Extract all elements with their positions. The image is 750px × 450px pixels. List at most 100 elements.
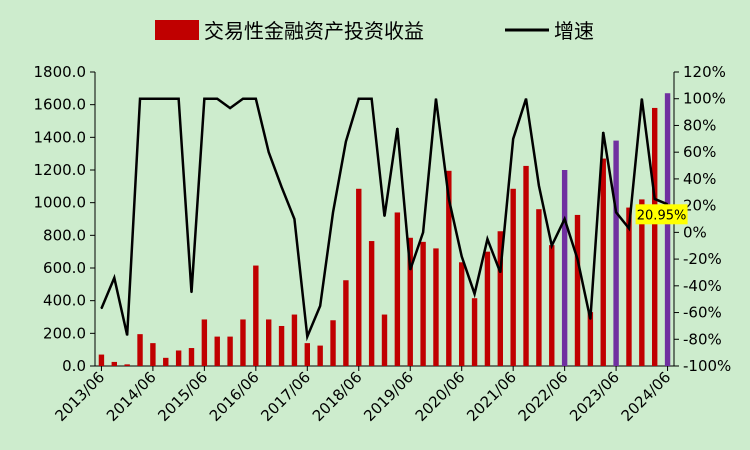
left-axis-tick-label: 400.0 bbox=[43, 292, 86, 310]
growth-point bbox=[551, 245, 553, 247]
x-axis-tick-label: 2023/06 bbox=[566, 368, 623, 425]
bar-series bbox=[98, 93, 671, 366]
bar bbox=[574, 214, 581, 366]
growth-point bbox=[409, 269, 411, 271]
growth-point bbox=[448, 198, 450, 200]
bar bbox=[291, 314, 298, 366]
growth-point bbox=[242, 98, 244, 100]
growth-point bbox=[319, 305, 321, 307]
growth-point bbox=[190, 291, 193, 294]
bar bbox=[188, 348, 195, 366]
growth-point bbox=[641, 98, 643, 100]
left-axis-tick-label: 1800.0 bbox=[34, 63, 87, 81]
bar bbox=[523, 165, 529, 366]
right-axis-tick-label: 120% bbox=[683, 63, 726, 81]
right-axis-tick-label: -40% bbox=[683, 277, 722, 295]
x-axis-tick-label: 2015/06 bbox=[154, 368, 211, 425]
growth-line bbox=[100, 97, 669, 342]
bar bbox=[201, 319, 208, 366]
bar bbox=[368, 241, 375, 366]
legend: 交易性金融资产投资收益 增速 bbox=[155, 19, 594, 43]
right-axis-tick-label: -80% bbox=[683, 330, 722, 348]
growth-point bbox=[100, 307, 103, 310]
growth-point bbox=[602, 131, 604, 133]
bar bbox=[613, 140, 619, 366]
bar bbox=[497, 231, 504, 366]
bar bbox=[343, 280, 349, 366]
growth-point bbox=[280, 186, 283, 188]
growth-point bbox=[486, 238, 489, 240]
bar bbox=[394, 212, 401, 366]
bar bbox=[253, 265, 259, 366]
growth-point bbox=[589, 318, 591, 320]
callout-bg bbox=[635, 204, 688, 225]
bar bbox=[124, 364, 130, 366]
growth-point bbox=[165, 98, 167, 100]
growth-point bbox=[435, 98, 437, 100]
line-series bbox=[100, 97, 669, 342]
bar bbox=[484, 251, 491, 366]
legend-line-label: 增速 bbox=[554, 19, 594, 43]
x-axis-tick-label: 2019/06 bbox=[360, 368, 417, 425]
x-axis-tick-label: 2018/06 bbox=[309, 368, 366, 425]
bar bbox=[664, 93, 671, 366]
growth-point bbox=[139, 98, 141, 100]
bar bbox=[407, 237, 413, 366]
bar bbox=[600, 158, 606, 366]
bar bbox=[651, 107, 658, 366]
growth-point bbox=[371, 98, 373, 100]
left-axis-tick-label: 800.0 bbox=[43, 226, 86, 244]
bar bbox=[356, 188, 362, 366]
x-axis-tick-label: 2024/06 bbox=[618, 368, 675, 425]
left-axis-tick-label: 1600.0 bbox=[34, 96, 87, 114]
bar bbox=[536, 209, 542, 366]
bar bbox=[163, 357, 169, 366]
bar bbox=[381, 314, 388, 366]
left-axis-tick-label: 200.0 bbox=[43, 324, 86, 342]
growth-point bbox=[152, 98, 154, 100]
bar bbox=[137, 334, 143, 366]
growth-point bbox=[615, 211, 617, 213]
growth-point bbox=[628, 227, 630, 229]
bar bbox=[317, 345, 323, 366]
callout: 20.95% bbox=[635, 204, 688, 225]
left-axis-tick-label: 1400.0 bbox=[34, 128, 87, 146]
right-axis-tick-label: -100% bbox=[683, 357, 731, 375]
growth-point bbox=[499, 271, 501, 274]
bar bbox=[626, 207, 632, 366]
bar bbox=[420, 241, 426, 366]
bar bbox=[150, 343, 156, 366]
growth-point bbox=[422, 231, 424, 233]
right-axis-tick-label: 20% bbox=[683, 197, 716, 215]
growth-point bbox=[654, 198, 656, 200]
right-axis-tick-label: 40% bbox=[683, 170, 716, 188]
bar bbox=[433, 248, 439, 366]
growth-point bbox=[178, 98, 180, 100]
left-axis-tick-label: 1000.0 bbox=[34, 194, 87, 212]
x-axis-tick-label: 2017/06 bbox=[257, 368, 314, 425]
growth-point bbox=[113, 277, 115, 279]
bar bbox=[446, 170, 452, 366]
bar bbox=[175, 350, 182, 366]
growth-point bbox=[203, 98, 205, 100]
bar bbox=[510, 188, 516, 366]
growth-point bbox=[358, 98, 360, 100]
bar bbox=[330, 320, 336, 366]
bar bbox=[111, 361, 118, 366]
growth-point bbox=[473, 293, 476, 295]
left-axis-tick-label: 0.0 bbox=[62, 357, 86, 375]
growth-point bbox=[216, 98, 218, 100]
growth-point bbox=[383, 215, 386, 217]
bar bbox=[549, 245, 555, 366]
bar bbox=[265, 319, 272, 366]
growth-point bbox=[461, 255, 463, 258]
right-axis-tick-label: -60% bbox=[683, 304, 722, 322]
left-axis-tick-label: 600.0 bbox=[43, 259, 86, 277]
growth-point bbox=[538, 184, 540, 187]
growth-point bbox=[525, 98, 527, 100]
bar bbox=[471, 298, 478, 366]
growth-point bbox=[268, 151, 270, 153]
x-axis-tick-label: 2014/06 bbox=[103, 368, 160, 425]
bar bbox=[214, 336, 220, 366]
